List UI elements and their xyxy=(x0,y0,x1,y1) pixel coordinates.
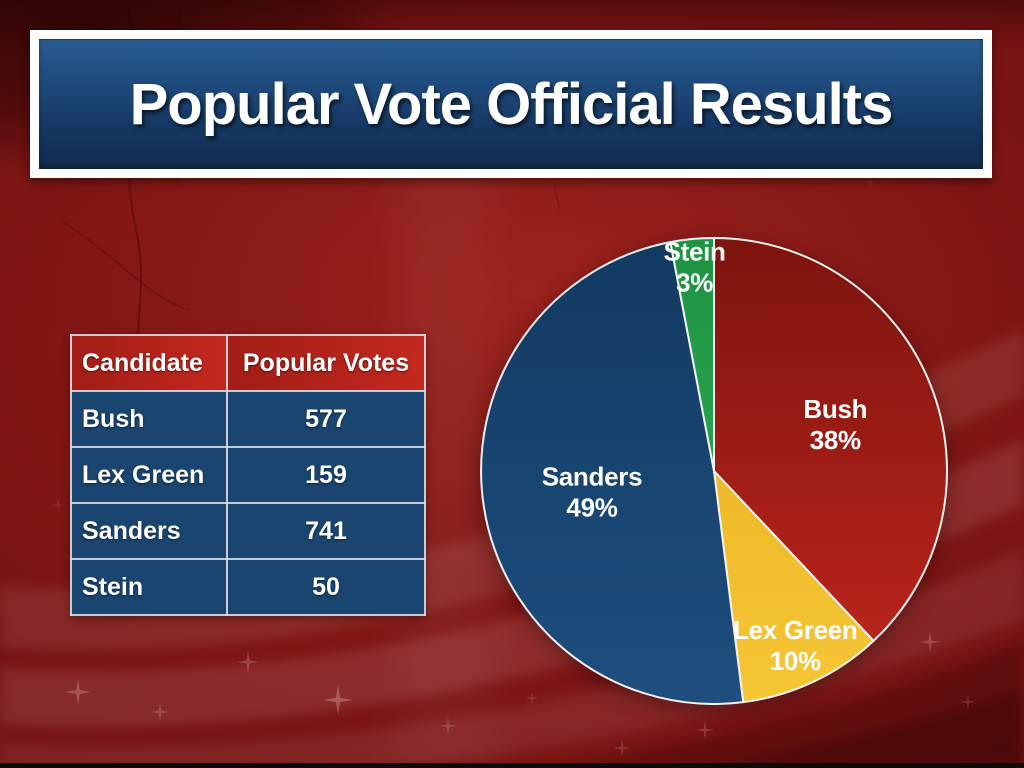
crack-line xyxy=(59,219,191,311)
title-banner: Popular Vote Official Results xyxy=(30,30,992,178)
pie-slice-stein xyxy=(669,237,715,472)
sparkle-decoration xyxy=(439,717,457,735)
results-table: Candidate Popular Votes Bush 577 Lex Gre… xyxy=(70,334,426,616)
pie-label-lex-green: Lex Green 10% xyxy=(733,615,857,676)
table-row: Lex Green 159 xyxy=(70,446,426,504)
table-row: Stein 50 xyxy=(70,558,426,616)
candidate-votes: 577 xyxy=(226,390,426,448)
sparkle-decoration xyxy=(613,739,631,757)
pie-label-bush: Bush 38% xyxy=(803,394,867,455)
sparkle-decoration xyxy=(864,176,876,188)
pie-label-stein: Stein 3% xyxy=(664,237,726,298)
sparkle-decoration xyxy=(151,703,169,721)
col-header-candidate: Candidate xyxy=(70,334,228,392)
candidate-votes: 50 xyxy=(226,558,426,616)
title-banner-inner: Popular Vote Official Results xyxy=(39,39,983,169)
sparkle-decoration xyxy=(525,691,539,705)
sparkle-decoration xyxy=(323,685,353,715)
candidate-name: Bush xyxy=(70,390,228,448)
sparkle-decoration xyxy=(237,651,259,673)
sparkle-decoration xyxy=(919,631,941,653)
sparkle-decoration xyxy=(695,720,715,740)
sparkle-decoration xyxy=(65,679,91,705)
table-row: Sanders 741 xyxy=(70,502,426,560)
table-header-row: Candidate Popular Votes xyxy=(70,334,426,392)
bottom-edge-bar xyxy=(0,763,1024,768)
sparkle-decoration xyxy=(51,498,65,512)
table-row: Bush 577 xyxy=(70,390,426,448)
candidate-votes: 159 xyxy=(226,446,426,504)
pie-slice-sanders xyxy=(480,241,745,705)
pie-slice-bush xyxy=(713,237,948,642)
candidate-name: Stein xyxy=(70,558,228,616)
pie-label-sanders: Sanders 49% xyxy=(542,461,643,522)
pie-slice-lex-green xyxy=(713,470,875,704)
slide-title: Popular Vote Official Results xyxy=(129,71,894,137)
candidate-name: Sanders xyxy=(70,502,228,560)
candidate-name: Lex Green xyxy=(70,446,228,504)
candidate-votes: 741 xyxy=(226,502,426,560)
sparkle-decoration xyxy=(960,694,976,710)
col-header-votes: Popular Votes xyxy=(226,334,426,392)
pie-slices xyxy=(480,237,948,705)
flag-stripe-dark xyxy=(700,688,1024,768)
